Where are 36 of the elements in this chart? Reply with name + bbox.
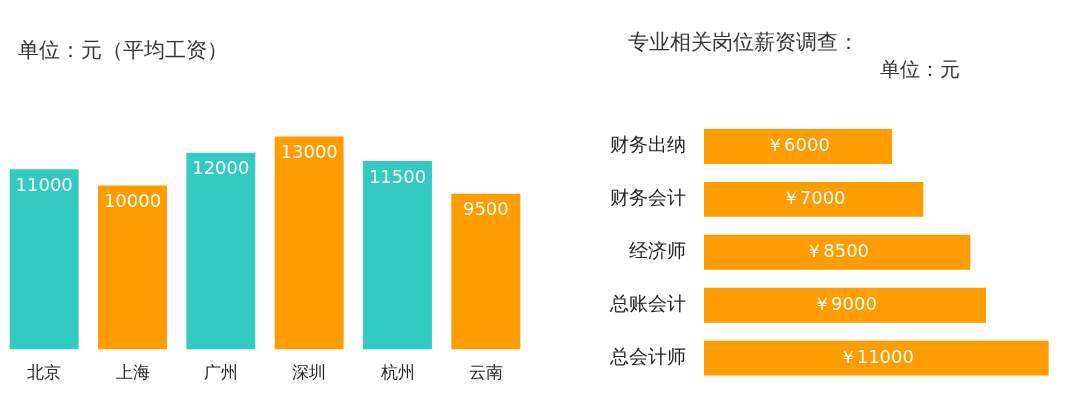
x-tick-label: 深圳 [292,362,327,383]
bar [451,193,521,350]
data-label: ￥6000 [766,134,830,156]
x-tick-label: 北京 [27,362,62,383]
data-label: ￥7000 [781,187,846,209]
bar [704,181,924,217]
bar [363,161,432,350]
x-tick-label: 上海 [115,362,150,383]
data-label: 13000 [280,141,338,163]
bar [704,129,892,164]
x-tick-label: 广州 [203,362,238,383]
y-tick-label: 总账会计 [609,292,686,315]
data-label: ￥11000 [838,345,914,367]
y-tick-label: 财务会计 [610,186,686,209]
bar [704,287,986,323]
bar [704,234,971,270]
bar [186,152,256,350]
bar [274,136,344,350]
data-label: 11000 [15,173,73,195]
data-label: 11500 [368,165,427,187]
data-label: 9500 [462,198,509,220]
x-tick-label: 云南 [468,362,503,383]
chart-title: 单位：元（平均工资） [18,37,228,64]
x-tick-label: 杭州 [379,362,415,383]
bar [98,185,167,350]
data-label: ￥8500 [805,239,870,261]
chart-title: 专业相关岗位薪资调查： [628,29,859,56]
y-tick-label: 总会计师 [609,345,686,368]
data-label: ￥9000 [813,292,877,314]
data-label: 10000 [103,190,162,212]
y-tick-label: 经济师 [629,239,686,262]
chart-subtitle: 单位：元 [880,56,960,83]
data-label: 12000 [192,157,250,179]
y-tick-label: 财务出纳 [610,133,686,156]
bar [704,340,1049,376]
bar [9,169,79,350]
